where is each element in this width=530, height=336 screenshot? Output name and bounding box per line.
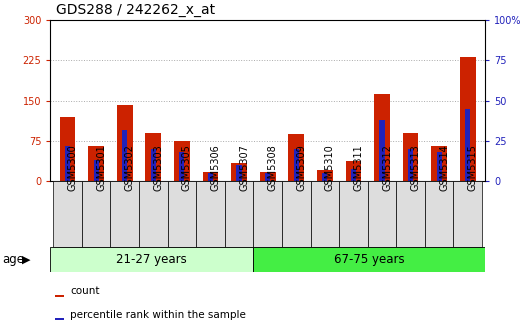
Bar [454, 181, 482, 247]
Bar [253, 247, 485, 272]
Text: age: age [3, 253, 25, 266]
Bar [88, 146, 104, 181]
Text: GSM5314: GSM5314 [439, 144, 449, 191]
Bar [465, 109, 470, 181]
Text: GSM5305: GSM5305 [182, 144, 192, 191]
Text: 21-27 years: 21-27 years [117, 253, 187, 266]
Bar [368, 181, 396, 247]
Bar [253, 181, 282, 247]
Bar [431, 146, 447, 181]
Text: GSM5302: GSM5302 [125, 144, 135, 191]
Text: GDS288 / 242262_x_at: GDS288 / 242262_x_at [56, 3, 215, 17]
Bar [196, 181, 225, 247]
Bar [82, 181, 110, 247]
Bar [317, 170, 333, 181]
Bar [202, 172, 218, 181]
Bar [231, 163, 247, 181]
Text: 67-75 years: 67-75 years [334, 253, 404, 266]
Text: GSM5300: GSM5300 [67, 144, 77, 191]
Bar [374, 94, 390, 181]
Text: GSM5309: GSM5309 [296, 144, 306, 191]
Bar [351, 169, 356, 181]
Text: ▶: ▶ [22, 255, 31, 264]
Bar [294, 149, 299, 181]
Text: GSM5307: GSM5307 [239, 144, 249, 191]
Bar [139, 181, 167, 247]
Bar [151, 149, 156, 181]
Text: GSM5303: GSM5303 [153, 144, 163, 191]
Bar [311, 181, 339, 247]
Bar [50, 247, 253, 272]
Bar [379, 120, 385, 181]
Text: percentile rank within the sample: percentile rank within the sample [70, 310, 246, 320]
Text: GSM5312: GSM5312 [382, 144, 392, 191]
Bar [346, 161, 361, 181]
Text: GSM5315: GSM5315 [468, 144, 478, 191]
Text: GSM5313: GSM5313 [411, 144, 421, 191]
Bar [93, 161, 99, 181]
Bar [167, 181, 196, 247]
Bar [55, 318, 64, 321]
Bar [122, 130, 127, 181]
Bar [339, 181, 368, 247]
Bar [265, 173, 270, 181]
Text: GSM5306: GSM5306 [210, 144, 220, 191]
Bar [408, 149, 413, 181]
Bar [260, 172, 276, 181]
Bar [55, 295, 64, 297]
Bar [282, 181, 311, 247]
Text: GSM5310: GSM5310 [325, 144, 335, 191]
Text: count: count [70, 286, 100, 296]
Bar [288, 134, 304, 181]
Bar [110, 181, 139, 247]
Text: GSM5301: GSM5301 [96, 144, 106, 191]
Bar [65, 146, 70, 181]
Bar [425, 181, 454, 247]
Bar [236, 165, 242, 181]
Text: GSM5308: GSM5308 [268, 144, 278, 191]
Bar [460, 57, 475, 181]
Bar [225, 181, 253, 247]
Bar [396, 181, 425, 247]
Bar [208, 173, 213, 181]
Bar [60, 117, 75, 181]
Bar [403, 133, 419, 181]
Bar [322, 173, 328, 181]
Bar [117, 104, 132, 181]
Bar [53, 181, 82, 247]
Text: GSM5311: GSM5311 [354, 144, 364, 191]
Bar [437, 153, 442, 181]
Bar [179, 153, 184, 181]
Bar [174, 141, 190, 181]
Bar [145, 133, 161, 181]
